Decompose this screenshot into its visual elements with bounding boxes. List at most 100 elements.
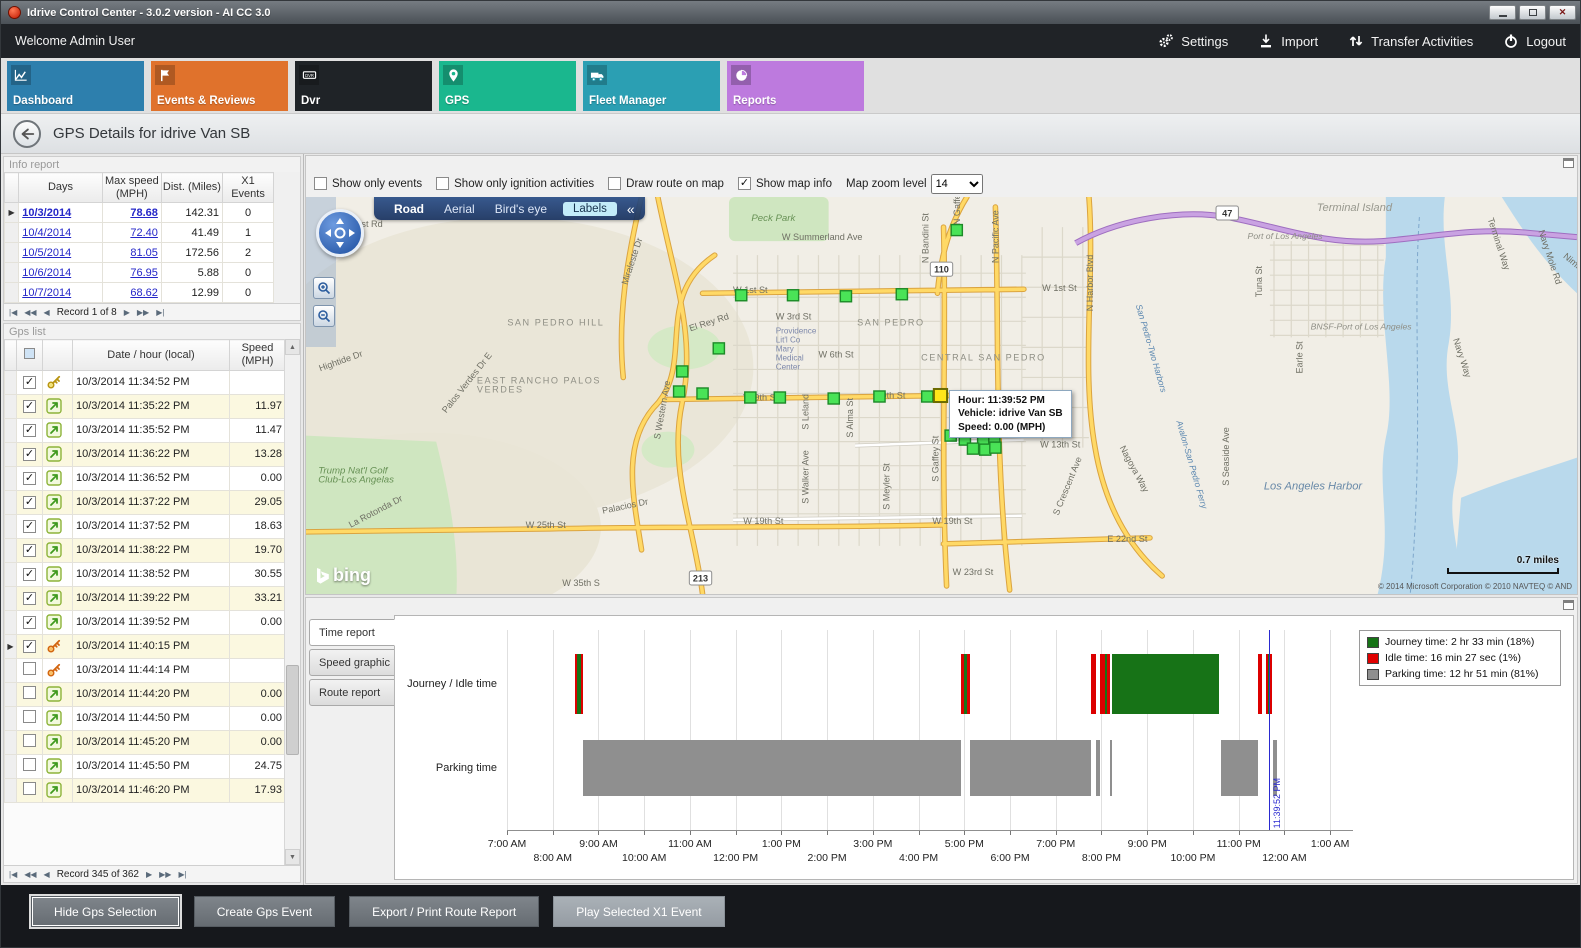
gps-row-checkbox[interactable]: ✓ [23, 639, 36, 653]
map-mode-road[interactable]: Road [394, 201, 424, 216]
gps-row[interactable]: ✓ 10/3/2014 11:38:52 PM 30.55 [4, 561, 286, 587]
map-marker[interactable] [786, 289, 800, 302]
pager-prev-icon[interactable]: ◀◀ [24, 869, 37, 879]
map-marker[interactable] [672, 385, 686, 398]
gps-row[interactable]: ✓ 10/3/2014 11:37:52 PM 18.63 [4, 513, 286, 539]
pager-prev-icon[interactable]: |◀ [9, 307, 18, 317]
import-button[interactable]: Import [1258, 33, 1318, 49]
gps-row[interactable]: 10/3/2014 11:44:50 PM 0.00 [4, 705, 286, 731]
day-link[interactable]: 10/7/2014 [22, 286, 72, 299]
map-marker[interactable] [734, 289, 748, 302]
max-speed-link[interactable]: 78.68 [130, 206, 158, 219]
nav-tile-events-reviews[interactable]: Events & Reviews [151, 61, 288, 111]
tab-route-report[interactable]: Route report [309, 679, 395, 706]
map-marker[interactable] [895, 288, 909, 301]
map-modebar-collapse[interactable]: « [626, 200, 635, 217]
map-marker[interactable] [773, 391, 787, 404]
day-link[interactable]: 10/6/2014 [22, 266, 72, 279]
pager-next-icon[interactable]: ▶ [123, 307, 130, 317]
table-row[interactable]: 10/5/2014 81.05 172.56 2 [3, 242, 274, 264]
back-button[interactable] [13, 119, 41, 148]
gps-row-checkbox[interactable]: ✓ [23, 399, 36, 413]
map-marker[interactable] [712, 342, 726, 355]
scroll-down-icon[interactable]: ▼ [285, 849, 300, 865]
map-option-checkbox[interactable]: ✓ [737, 177, 751, 190]
pager-prev-icon[interactable]: |◀ [9, 869, 18, 879]
gps-row[interactable]: ✓ 10/3/2014 11:39:52 PM 0.00 [4, 609, 286, 635]
pager-next-icon[interactable]: ▶▶ [159, 869, 172, 879]
map-option-checkbox[interactable] [314, 177, 327, 190]
gps-row[interactable]: ✓ 10/3/2014 11:39:22 PM 33.21 [4, 585, 286, 611]
gps-row-checkbox[interactable] [23, 758, 36, 772]
gps-row-checkbox[interactable]: ✓ [23, 567, 36, 581]
pager-next-icon[interactable]: ▶| [156, 307, 165, 317]
table-row[interactable]: 10/7/2014 68.62 12.99 0 [3, 282, 274, 304]
gps-row-checkbox[interactable] [23, 782, 36, 796]
table-row[interactable]: 10/4/2014 72.40 41.49 1 [3, 222, 274, 244]
gps-row-checkbox[interactable] [23, 710, 36, 724]
gps-row-checkbox[interactable]: ✓ [23, 375, 36, 389]
pager-prev-icon[interactable]: ◀ [43, 307, 50, 317]
select-all-checkbox[interactable] [24, 347, 35, 359]
map-marker[interactable] [839, 290, 853, 303]
map-marker[interactable] [920, 390, 934, 403]
gps-row[interactable]: 10/3/2014 11:44:20 PM 0.00 [4, 681, 286, 707]
logout-button[interactable]: Logout [1503, 33, 1566, 49]
maximize-button[interactable] [1519, 5, 1546, 20]
map-compass-control[interactable] [316, 209, 364, 257]
map-option-checkbox[interactable] [608, 177, 622, 190]
scroll-up-icon[interactable]: ▲ [285, 339, 300, 356]
gps-row-checkbox[interactable]: ✓ [23, 543, 36, 557]
map-marker[interactable] [966, 442, 980, 455]
nav-tile-dvr[interactable]: DVR Dvr [295, 61, 432, 111]
gps-row-checkbox[interactable] [23, 662, 36, 676]
day-link[interactable]: 10/5/2014 [22, 246, 72, 259]
gps-row-checkbox[interactable]: ✓ [23, 519, 36, 533]
pager-next-icon[interactable]: ▶ [145, 869, 153, 879]
zoom-in-button[interactable] [313, 277, 335, 299]
map-marker[interactable] [827, 392, 841, 405]
day-link[interactable]: 10/3/2014 [22, 206, 72, 219]
day-link[interactable]: 10/4/2014 [22, 226, 72, 239]
table-row[interactable]: 10/6/2014 76.95 5.88 0 [3, 262, 274, 284]
pager-prev-icon[interactable]: ◀◀ [24, 307, 37, 317]
maximize-panel-icon[interactable] [1563, 600, 1574, 610]
gps-row[interactable]: 10/3/2014 11:45:50 PM 24.75 [4, 753, 286, 779]
map-marker[interactable] [873, 390, 886, 403]
maximize-panel-icon[interactable] [1563, 158, 1574, 168]
map-marker[interactable] [675, 365, 689, 378]
tab-time-report[interactable]: Time report [309, 619, 395, 646]
play-selected-x1-event-button[interactable]: Play Selected X1 Event [553, 896, 725, 927]
max-speed-link[interactable]: 68.62 [130, 286, 158, 299]
gps-row[interactable]: ✓ 10/3/2014 11:36:22 PM 13.28 [4, 441, 286, 467]
gps-list-scrollbar[interactable]: ▲ ▼ [284, 339, 300, 865]
gps-row[interactable]: ✓ 10/3/2014 11:34:52 PM [4, 369, 286, 395]
hide-gps-selection-button[interactable]: Hide Gps Selection [31, 896, 180, 927]
map-zoom-select[interactable]: 14 [930, 173, 983, 194]
map-mode-labels[interactable]: Labels [563, 201, 617, 216]
nav-tile-fleet-manager[interactable]: Fleet Manager [583, 61, 720, 111]
pager-prev-icon[interactable]: ◀ [43, 869, 50, 879]
max-speed-link[interactable]: 81.05 [130, 246, 158, 259]
map-marker[interactable] [950, 223, 964, 237]
gps-row-checkbox[interactable]: ✓ [23, 423, 36, 437]
map-mode-aerial[interactable]: Aerial [444, 201, 475, 216]
transfer-button[interactable]: Transfer Activities [1348, 33, 1473, 49]
gps-row[interactable]: ✓ 10/3/2014 11:35:22 PM 11.97 [4, 393, 286, 419]
minimize-button[interactable] [1489, 5, 1516, 20]
gps-row[interactable]: ✓ 10/3/2014 11:36:52 PM 0.00 [4, 465, 286, 491]
map-marker[interactable] [696, 387, 709, 400]
gps-row-checkbox[interactable]: ✓ [23, 495, 36, 509]
gps-row-checkbox[interactable] [23, 734, 36, 748]
gps-row[interactable]: 10/3/2014 11:46:20 PM 17.93 [4, 777, 286, 803]
gps-row-checkbox[interactable]: ✓ [23, 615, 36, 629]
scrollbar-thumb[interactable] [286, 665, 299, 756]
tab-speed-graphic[interactable]: Speed graphic [309, 649, 395, 676]
max-speed-link[interactable]: 72.40 [130, 226, 158, 239]
map-marker[interactable] [989, 441, 1002, 454]
gps-row[interactable]: 10/3/2014 11:44:14 PM [4, 657, 286, 683]
map-mode-bird-s-eye[interactable]: Bird's eye [494, 201, 547, 216]
gps-row-checkbox[interactable]: ✓ [23, 471, 36, 485]
close-button[interactable]: ✕ [1549, 5, 1576, 20]
